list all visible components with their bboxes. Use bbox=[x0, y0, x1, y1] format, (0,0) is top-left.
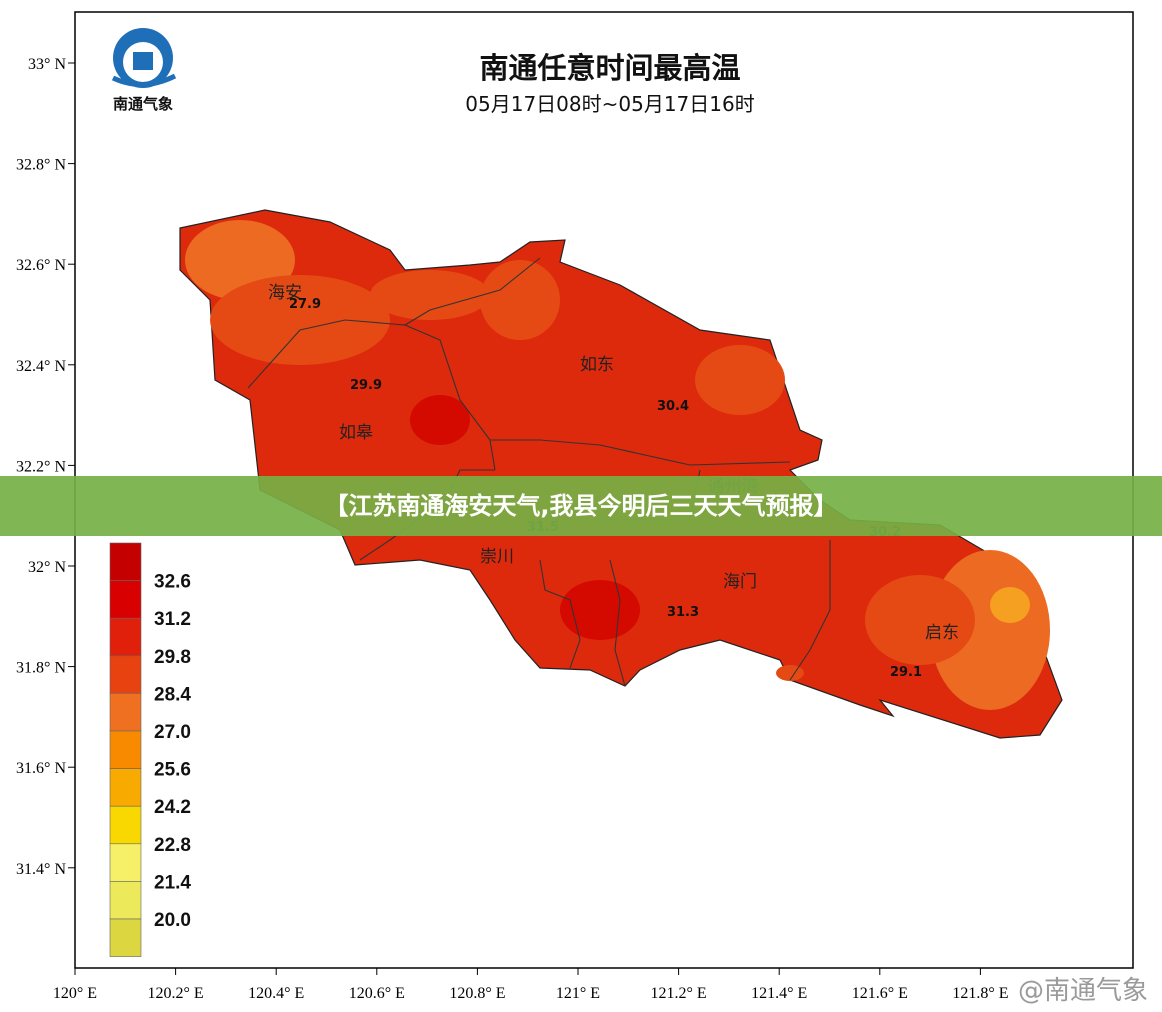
legend-swatch bbox=[109, 655, 142, 694]
legend-label: 29.8 bbox=[154, 647, 191, 668]
land bbox=[179, 209, 1063, 739]
legend-swatch bbox=[109, 843, 142, 882]
region-name: 崇川 bbox=[480, 547, 514, 567]
lon-tick-label: 120.6° E bbox=[349, 985, 405, 1002]
lat-tick-label: 33° N bbox=[28, 56, 66, 73]
lat-tick-label: 31.8° N bbox=[16, 660, 66, 677]
lon-tick-label: 120.4° E bbox=[248, 985, 304, 1002]
legend-swatch bbox=[109, 768, 142, 807]
lat-tick-label: 32.2° N bbox=[16, 458, 66, 475]
region-name: 海门 bbox=[723, 572, 757, 592]
temperature-patches bbox=[185, 220, 1050, 710]
legend-swatch bbox=[109, 805, 142, 845]
legend: 32.6 31.2 29.8 28.4 27.0 25.6 24.2 22.8 21.4 20.0 bbox=[109, 542, 191, 957]
region-value: 27.9 bbox=[289, 297, 321, 312]
lon-tick-label: 121.6° E bbox=[852, 985, 908, 1002]
lon-tick-label: 121.8° E bbox=[952, 985, 1008, 1002]
region-name: 如东 bbox=[580, 355, 614, 375]
legend-swatch bbox=[109, 730, 142, 769]
logo-text: 南通气象 bbox=[113, 95, 173, 113]
legend-swatch bbox=[109, 918, 142, 957]
lon-tick-label: 121.2° E bbox=[651, 985, 707, 1002]
legend-label: 28.4 bbox=[154, 684, 191, 705]
region-value: 29.9 bbox=[350, 378, 382, 393]
region-name: 启东 bbox=[925, 623, 959, 643]
lat-tick-label: 31.4° N bbox=[16, 861, 66, 878]
lat-tick-label: 32.4° N bbox=[16, 358, 66, 375]
region-value: 31.3 bbox=[667, 605, 699, 620]
lon-tick-label: 121° E bbox=[556, 985, 600, 1002]
lon-tick-label: 121.4° E bbox=[751, 985, 807, 1002]
lon-tick-label: 120° E bbox=[53, 985, 97, 1002]
region-name: 如皋 bbox=[339, 423, 373, 443]
legend-label: 21.4 bbox=[154, 872, 191, 893]
banner: 【江苏南通海安天气,我县今明后三天天气预报】 bbox=[0, 476, 1162, 536]
lat-tick-label: 32.8° N bbox=[16, 157, 66, 174]
axis-ticks: 33° N 32.8° N 32.6° N 32.4° N 32.2° N 32° N 31… bbox=[16, 56, 1008, 1002]
legend-swatch bbox=[109, 580, 142, 619]
legend-label: 22.8 bbox=[154, 835, 191, 856]
legend-label: 24.2 bbox=[154, 797, 191, 818]
legend-label: 25.6 bbox=[154, 760, 191, 781]
legend-swatch bbox=[109, 617, 142, 657]
lat-tick-label: 31.6° N bbox=[16, 760, 66, 777]
legend-swatch bbox=[109, 881, 142, 920]
legend-label: 31.2 bbox=[154, 609, 191, 630]
map-subtitle: 05月17日08时~05月17日16时 bbox=[465, 92, 754, 116]
legend-swatch bbox=[109, 693, 142, 732]
region-value: 29.1 bbox=[890, 665, 922, 680]
watermark: @南通气象 bbox=[1017, 976, 1148, 1006]
legend-label: 32.6 bbox=[154, 572, 191, 593]
region-name: 海安 bbox=[268, 283, 302, 303]
legend-swatch bbox=[109, 542, 142, 581]
lon-tick-label: 120.8° E bbox=[449, 985, 505, 1002]
region-value: 30.4 bbox=[657, 399, 689, 414]
logo bbox=[111, 28, 177, 88]
lon-tick-label: 120.2° E bbox=[148, 985, 204, 1002]
map-title: 南通任意时间最高温 bbox=[479, 51, 740, 85]
lat-tick-label: 32° N bbox=[28, 559, 66, 576]
legend-label: 27.0 bbox=[154, 722, 191, 743]
legend-label: 20.0 bbox=[154, 910, 191, 931]
lat-tick-label: 32.6° N bbox=[16, 257, 66, 274]
